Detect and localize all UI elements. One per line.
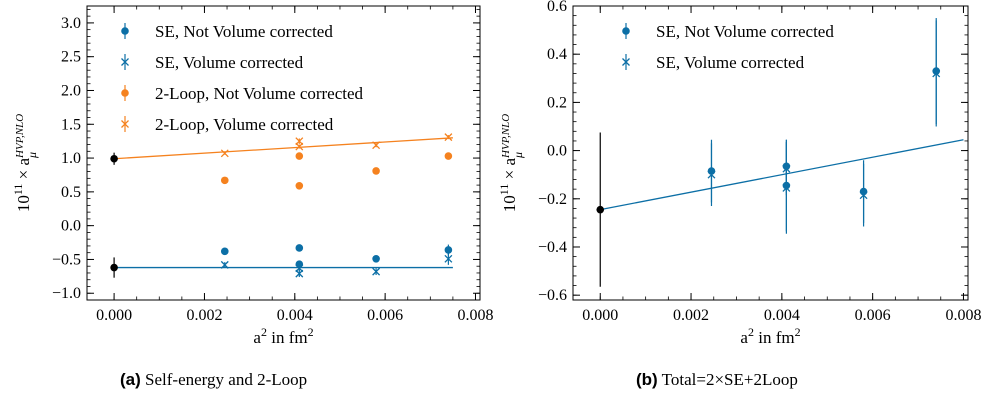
y-tick-label: 1.0 xyxy=(61,150,81,167)
x-point xyxy=(859,191,868,200)
x-point xyxy=(372,267,381,276)
y-tick-label: 2.0 xyxy=(61,82,81,99)
legend-marker xyxy=(121,58,129,66)
chart-panel-b: 0.000 0.002 0.004 0.006 0.008 −0.6 −0.4 −0.2 0.0… xyxy=(497,0,981,347)
caption-b-tag: (b) xyxy=(636,370,658,389)
legend-marker xyxy=(121,120,129,128)
dot-point xyxy=(444,246,453,254)
dot-point xyxy=(295,244,304,252)
x-tick-label: 0.008 xyxy=(945,307,981,324)
x-point xyxy=(220,149,229,158)
y-tick-label: 0.4 xyxy=(547,46,567,63)
x-point xyxy=(295,137,304,146)
x-point xyxy=(782,183,791,192)
chart-panel-a: 0.000 0.002 0.004 0.006 0.008 −1.0 −0.5 0.0 0.5 1… xyxy=(11,5,493,347)
x-tick-label: 0.004 xyxy=(764,307,800,324)
y-axis-label: 1011 × aμHVP,NLO xyxy=(497,114,525,212)
plot-area xyxy=(596,18,964,287)
legend-label: SE, Volume corrected xyxy=(155,53,304,72)
legend-marker xyxy=(622,27,630,35)
x-tick-label: 0.004 xyxy=(277,307,313,324)
x-axis-label: a2 in fm2 xyxy=(740,325,800,347)
caption-a-tag: (a) xyxy=(120,370,141,389)
caption-a-text: Self-energy and 2-Loop xyxy=(145,370,308,389)
x-tick-label: 0.000 xyxy=(582,307,618,324)
dot-point xyxy=(295,152,304,160)
x-point xyxy=(444,133,453,142)
plot-frame xyxy=(572,5,969,301)
x-point xyxy=(707,170,716,179)
y-tick-label: −0.4 xyxy=(538,239,567,256)
y-tick-label: 1.5 xyxy=(61,116,81,133)
x-tick-label: 0.006 xyxy=(855,307,891,324)
dot-point xyxy=(444,152,453,160)
extrapolated-point xyxy=(596,205,605,214)
dot-point xyxy=(220,176,229,185)
plot-frame xyxy=(86,5,481,301)
legend-label: SE, Volume corrected xyxy=(656,53,805,72)
caption-a: (a) Self-energy and 2-Loop xyxy=(120,370,307,390)
legend-label: 2-Loop, Volume corrected xyxy=(155,115,334,134)
y-tick-label: 0.0 xyxy=(547,143,567,160)
y-tick-label: 0.6 xyxy=(547,0,567,15)
dot-point xyxy=(220,247,229,256)
extrapolated-point xyxy=(110,154,118,163)
y-tick-label: 2.5 xyxy=(61,49,81,66)
x-point xyxy=(932,69,941,78)
legend-label: 2-Loop, Not Volume corrected xyxy=(155,84,364,103)
x-point xyxy=(444,254,453,263)
dot-point xyxy=(372,167,380,175)
y-axis-label: 1011 × aμHVP,NLO xyxy=(11,114,39,212)
y-tick-label: −0.5 xyxy=(52,251,81,268)
fit-line xyxy=(600,139,964,211)
x-axis-label: a2 in fm2 xyxy=(253,325,313,347)
y-tick-label: −0.2 xyxy=(538,191,567,208)
legend-marker xyxy=(622,58,630,66)
extrapolated-point xyxy=(110,263,118,272)
x-tick-label: 0.000 xyxy=(96,307,132,324)
legend-marker xyxy=(121,89,129,97)
fit-line xyxy=(114,137,453,160)
x-point xyxy=(372,141,381,150)
dot-point xyxy=(372,254,380,263)
legend-label: SE, Not Volume corrected xyxy=(656,22,834,41)
y-tick-label: 0.0 xyxy=(61,218,81,235)
caption-b-text: Total=2×SE+2Loop xyxy=(661,370,798,389)
y-tick-label: −1.0 xyxy=(52,285,81,302)
caption-b: (b) Total=2×SE+2Loop xyxy=(636,370,798,390)
dot-point xyxy=(295,181,304,190)
y-tick-label: −0.6 xyxy=(538,287,567,304)
y-tick-label: 0.2 xyxy=(547,94,567,111)
x-tick-label: 0.008 xyxy=(457,307,493,324)
x-point xyxy=(220,260,229,269)
x-tick-label: 0.002 xyxy=(186,307,222,324)
x-tick-label: 0.002 xyxy=(673,307,709,324)
y-tick-label: 3.0 xyxy=(61,15,81,32)
legend-label: SE, Not Volume corrected xyxy=(155,22,333,41)
y-tick-label: 0.5 xyxy=(61,184,81,201)
x-point xyxy=(295,269,304,278)
x-tick-label: 0.006 xyxy=(367,307,403,324)
legend-marker xyxy=(121,27,129,35)
plot-area xyxy=(110,133,453,278)
